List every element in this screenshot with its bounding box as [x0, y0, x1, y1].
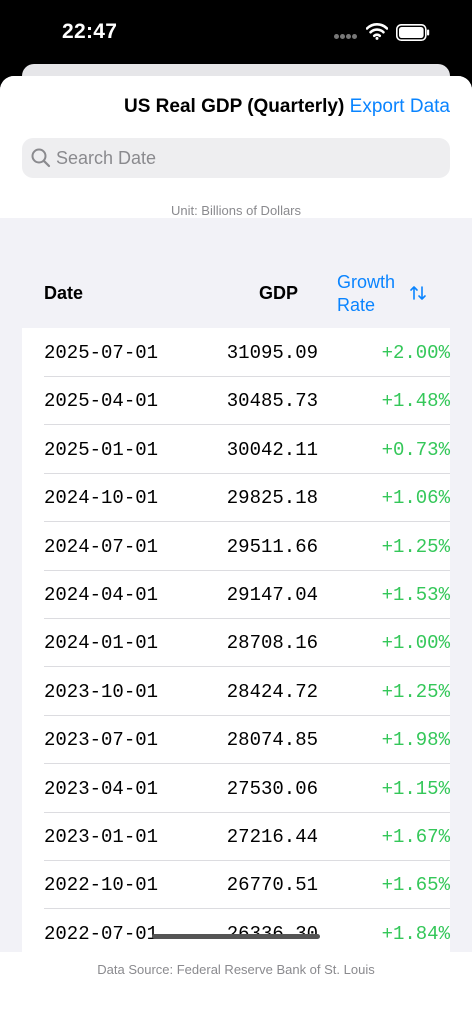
growth-rate-cell: +1.25%: [381, 535, 450, 558]
growth-rate-cell: +1.00%: [381, 632, 450, 655]
gdp-cell: 30042.11: [226, 438, 318, 461]
date-cell: 2023-10-01: [44, 680, 159, 703]
gdp-cell: 29511.66: [226, 535, 318, 558]
growth-rate-cell: +1.25%: [381, 680, 450, 703]
table-row[interactable]: 2023-01-01 27216.44 +1.67%: [44, 812, 450, 861]
gdp-cell: 28708.16: [226, 632, 318, 655]
growth-rate-label-line2: Rate: [337, 295, 376, 316]
export-data-button[interactable]: Export Data: [349, 96, 450, 117]
date-cell: 2025-01-01: [44, 438, 159, 461]
table-row[interactable]: 2025-04-01 30485.73 +1.48%: [44, 376, 450, 426]
table-row[interactable]: 2025-07-01 31095.09 +2.00%: [44, 328, 450, 377]
date-cell: 2022-07-01: [44, 922, 159, 945]
date-cell: 2025-07-01: [44, 342, 159, 364]
home-indicator[interactable]: [152, 934, 320, 939]
table-row[interactable]: 2023-07-01 28074.85 +1.98%: [44, 715, 450, 765]
search-icon: [31, 148, 51, 168]
growth-rate-cell: +1.98%: [381, 729, 450, 752]
gdp-cell: 28074.85: [226, 729, 318, 752]
growth-rate-label-line1: Growth: [337, 272, 396, 292]
sort-arrows-icon[interactable]: [409, 284, 427, 302]
search-input[interactable]: [56, 138, 436, 178]
table-row[interactable]: 2024-07-01 29511.66 +1.25%: [44, 522, 450, 571]
column-header-gdp: GDP: [259, 283, 299, 303]
gdp-cell: 27216.44: [226, 826, 318, 848]
growth-rate-cell: +0.73%: [381, 438, 450, 461]
cellular-signal-icon: [334, 34, 358, 40]
date-cell: 2023-07-01: [44, 729, 159, 752]
date-cell: 2024-07-01: [44, 535, 159, 558]
table-row[interactable]: 2025-01-01 30042.11 +0.73%: [44, 425, 450, 474]
search-bar[interactable]: [22, 138, 450, 178]
page-title: US Real GDP (Quarterly): [124, 96, 345, 117]
gdp-cell: 30485.73: [226, 390, 318, 413]
wifi-icon: [366, 23, 388, 40]
gdp-cell: 29825.18: [226, 487, 318, 510]
growth-rate-cell: +1.65%: [381, 874, 450, 897]
table-row[interactable]: 2023-04-01 27530.06 +1.15%: [44, 764, 450, 813]
status-bar: 22:47: [0, 0, 472, 66]
data-source: Data Source: Federal Reserve Bank of St.…: [97, 962, 375, 977]
sheet-header: US Real GDP (Quarterly) Export Data Unit…: [0, 76, 472, 218]
table-row[interactable]: 2024-10-01 29825.18 +1.06%: [44, 473, 450, 523]
table-row[interactable]: 2024-01-01 28708.16 +1.00%: [44, 618, 450, 668]
gdp-cell: 26770.51: [226, 874, 318, 897]
sort-growth-rate-button[interactable]: Growth Rate: [337, 271, 407, 317]
gdp-cell: 28424.72: [226, 680, 318, 703]
date-cell: 2024-01-01: [44, 632, 159, 655]
growth-rate-cell: +2.00%: [381, 342, 450, 364]
growth-rate-cell: +1.48%: [381, 390, 450, 413]
date-cell: 2024-10-01: [44, 487, 159, 510]
gdp-cell: 31095.09: [226, 342, 318, 364]
gdp-table: 2025-07-01 31095.09 +2.00% 2025-04-01 30485.…: [22, 328, 450, 958]
growth-rate-cell: +1.67%: [381, 826, 450, 848]
table-row[interactable]: 2022-10-01 26770.51 +1.65%: [44, 860, 450, 910]
gdp-cell: 27530.06: [226, 777, 318, 800]
battery-icon: [396, 24, 430, 41]
gdp-cell: 26336.30: [227, 923, 318, 945]
table-row[interactable]: 2024-04-01 29147.04 +1.53%: [44, 570, 450, 619]
footer: Data Source: Federal Reserve Bank of St.…: [0, 952, 472, 1024]
growth-rate-cell: +1.84%: [381, 922, 450, 945]
status-time: 22:47: [62, 20, 118, 43]
date-cell: 2024-04-01: [44, 584, 159, 606]
date-cell: 2022-10-01: [44, 874, 159, 897]
date-cell: 2023-01-01: [44, 826, 159, 848]
date-cell: 2025-04-01: [44, 390, 159, 413]
gdp-sheet: US Real GDP (Quarterly) Export Data Unit…: [0, 76, 472, 1024]
column-header-date: Date: [44, 283, 84, 303]
growth-rate-cell: +1.15%: [381, 777, 450, 800]
growth-rate-cell: +1.53%: [381, 584, 450, 606]
table-row[interactable]: 2023-10-01 28424.72 +1.25%: [44, 667, 450, 716]
date-cell: 2023-04-01: [44, 777, 159, 800]
unit-note: Unit: Billions of Dollars: [170, 203, 302, 218]
growth-rate-cell: +1.06%: [381, 487, 450, 510]
gdp-cell: 29147.04: [226, 584, 318, 606]
